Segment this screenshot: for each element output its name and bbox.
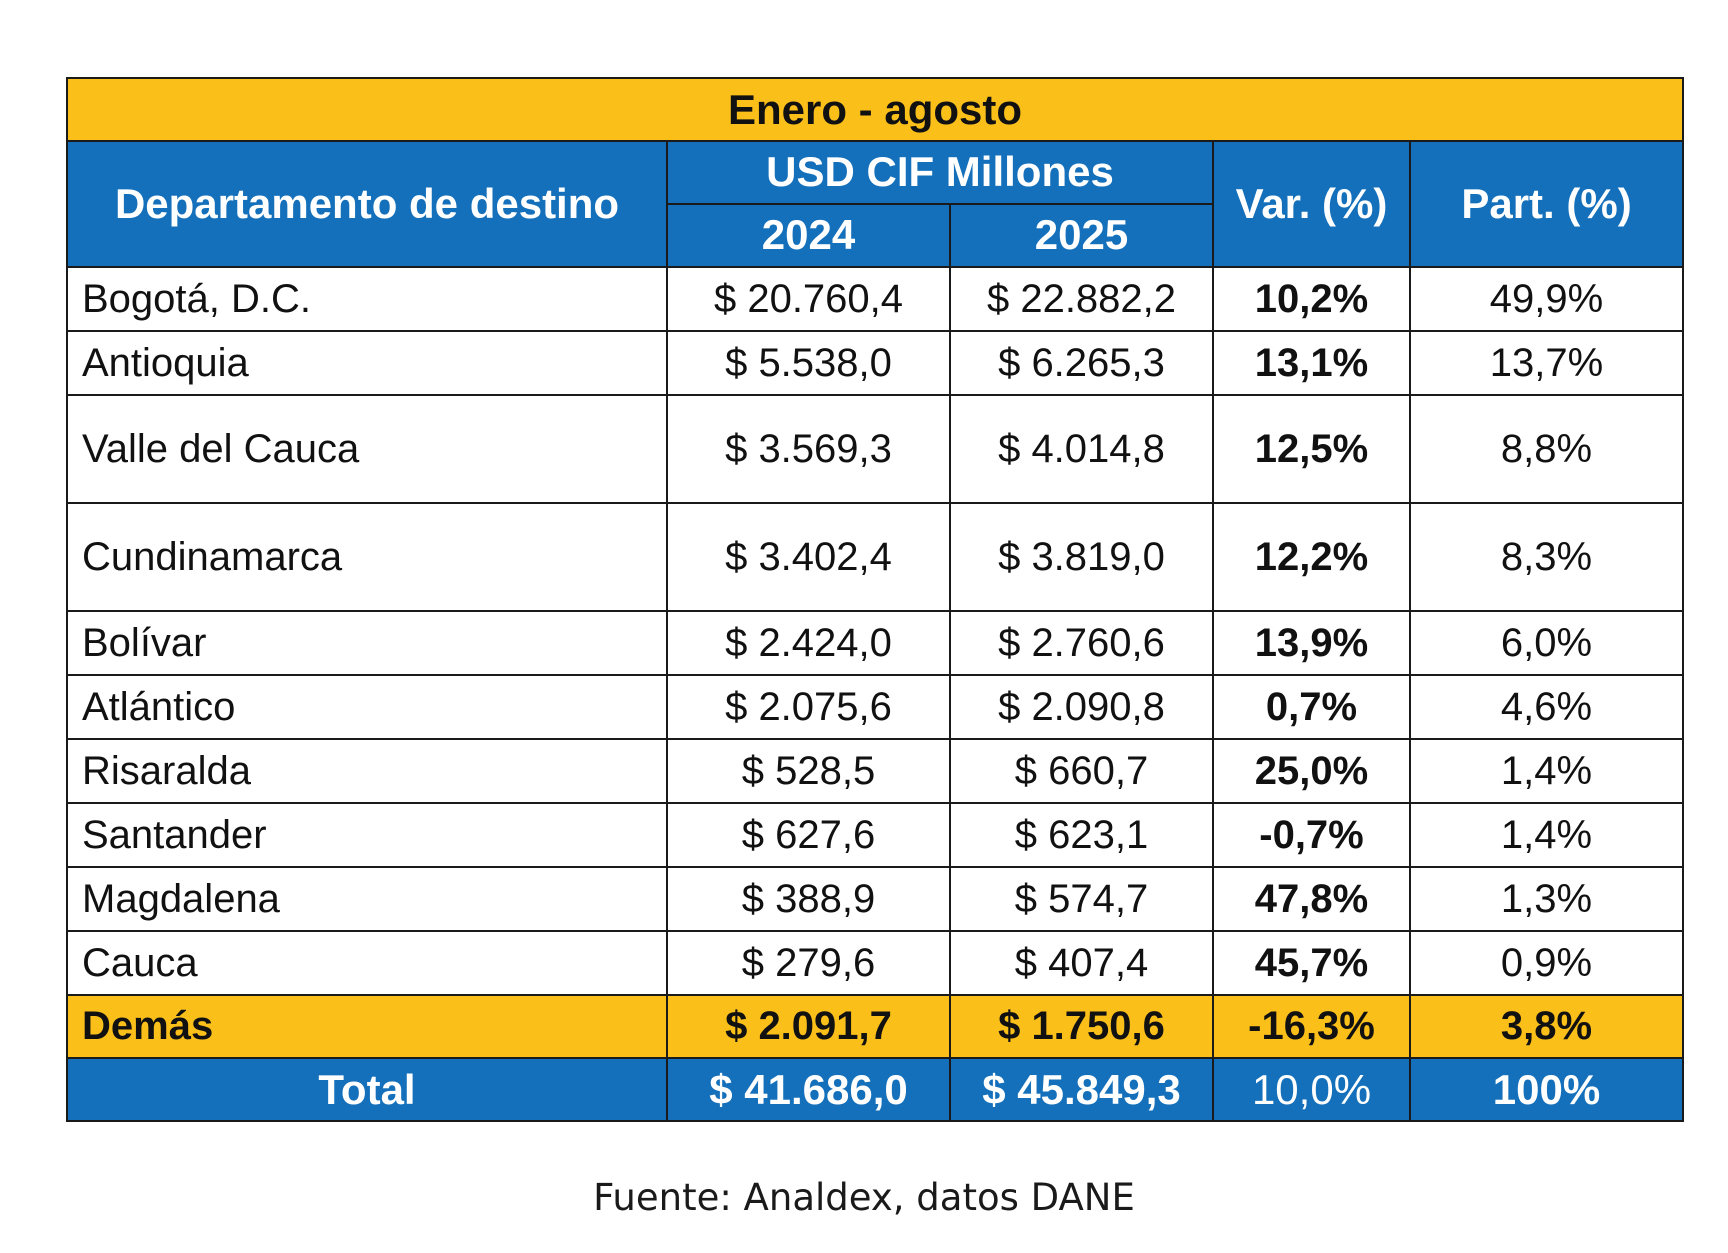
department-name: Valle del Cauca: [66, 394, 668, 504]
header-year-2025: 2025: [949, 203, 1214, 268]
department-name: Atlántico: [66, 674, 668, 740]
others-participation: 3,8%: [1408, 994, 1685, 1059]
table-row: Cauca $ 279,6 $ 407,4 45,7% 0,9%: [66, 930, 1685, 996]
value-2024: $ 528,5: [666, 738, 951, 804]
table-row: Santander $ 627,6 $ 623,1 -0,7% 1,4%: [66, 802, 1685, 868]
header-part: Part. (%): [1408, 140, 1685, 268]
value-2025: $ 623,1: [949, 802, 1214, 868]
department-name: Magdalena: [66, 866, 668, 932]
variation: 0,7%: [1212, 674, 1411, 740]
total-value-2025: $ 45.849,3: [949, 1057, 1214, 1122]
table-row: Bolívar $ 2.424,0 $ 2.760,6 13,9% 6,0%: [66, 610, 1685, 676]
department-name: Santander: [66, 802, 668, 868]
value-2024: $ 2.424,0: [666, 610, 951, 676]
participation: 0,9%: [1408, 930, 1685, 996]
table-row: Antioquia $ 5.538,0 $ 6.265,3 13,1% 13,7…: [66, 330, 1685, 396]
department-name: Bogotá, D.C.: [66, 266, 668, 332]
table-row: Magdalena $ 388,9 $ 574,7 47,8% 1,3%: [66, 866, 1685, 932]
header-department: Departamento de destino: [66, 140, 668, 268]
value-2025: $ 22.882,2: [949, 266, 1214, 332]
variation: 45,7%: [1212, 930, 1411, 996]
variation: 10,2%: [1212, 266, 1411, 332]
others-value-2024: $ 2.091,7: [666, 994, 951, 1059]
value-2024: $ 627,6: [666, 802, 951, 868]
participation: 13,7%: [1408, 330, 1685, 396]
value-2025: $ 574,7: [949, 866, 1214, 932]
table-row: Cundinamarca $ 3.402,4 $ 3.819,0 12,2% 8…: [66, 502, 1685, 612]
department-name: Cauca: [66, 930, 668, 996]
value-2025: $ 6.265,3: [949, 330, 1214, 396]
value-2024: $ 3.569,3: [666, 394, 951, 504]
value-2025: $ 4.014,8: [949, 394, 1214, 504]
value-2025: $ 2.760,6: [949, 610, 1214, 676]
table-body: Bogotá, D.C. $ 20.760,4 $ 22.882,2 10,2%…: [66, 266, 1685, 1122]
participation: 4,6%: [1408, 674, 1685, 740]
total-variation: 10,0%: [1212, 1057, 1411, 1122]
participation: 6,0%: [1408, 610, 1685, 676]
variation: 12,2%: [1212, 502, 1411, 612]
value-2024: $ 3.402,4: [666, 502, 951, 612]
header-row-2: 2024 2025: [67, 203, 1683, 268]
participation: 1,3%: [1408, 866, 1685, 932]
header-var: Var. (%): [1212, 140, 1411, 268]
header-year-2024: 2024: [666, 203, 951, 268]
value-2025: $ 407,4: [949, 930, 1214, 996]
table-title: Enero - agosto: [65, 77, 1685, 142]
value-2024: $ 5.538,0: [666, 330, 951, 396]
total-participation: 100%: [1408, 1057, 1685, 1122]
variation: 13,9%: [1212, 610, 1411, 676]
value-2025: $ 660,7: [949, 738, 1214, 804]
department-name: Antioquia: [66, 330, 668, 396]
department-name: Cundinamarca: [66, 502, 668, 612]
participation: 1,4%: [1408, 738, 1685, 804]
participation: 1,4%: [1408, 802, 1685, 868]
department-name: Bolívar: [66, 610, 668, 676]
value-2025: $ 2.090,8: [949, 674, 1214, 740]
participation: 8,8%: [1408, 394, 1685, 504]
header-row-1: Departamento de destino USD CIF Millones…: [66, 140, 1685, 268]
table-row: Bogotá, D.C. $ 20.760,4 $ 22.882,2 10,2%…: [66, 266, 1685, 332]
variation: 25,0%: [1212, 738, 1411, 804]
others-variation: -16,3%: [1212, 994, 1411, 1059]
variation: -0,7%: [1212, 802, 1411, 868]
total-row: Total $ 41.686,0 $ 45.849,3 10,0% 100%: [66, 1057, 1685, 1122]
participation: 8,3%: [1408, 502, 1685, 612]
participation: 49,9%: [1408, 266, 1685, 332]
value-2024: $ 2.075,6: [666, 674, 951, 740]
table-row: Atlántico $ 2.075,6 $ 2.090,8 0,7% 4,6%: [66, 674, 1685, 740]
total-label: Total: [66, 1057, 668, 1122]
header-usd-group: USD CIF Millones: [666, 140, 1214, 205]
others-row: Demás $ 2.091,7 $ 1.750,6 -16,3% 3,8%: [66, 994, 1685, 1059]
others-name: Demás: [66, 994, 668, 1059]
variation: 13,1%: [1212, 330, 1411, 396]
table-row: Risaralda $ 528,5 $ 660,7 25,0% 1,4%: [66, 738, 1685, 804]
table-row: Valle del Cauca $ 3.569,3 $ 4.014,8 12,5…: [66, 394, 1685, 504]
imports-by-department-table: Enero - agosto Departamento de destino U…: [65, 77, 1685, 1122]
variation: 47,8%: [1212, 866, 1411, 932]
others-value-2025: $ 1.750,6: [949, 994, 1214, 1059]
department-name: Risaralda: [66, 738, 668, 804]
total-value-2024: $ 41.686,0: [666, 1057, 951, 1122]
value-2024: $ 279,6: [666, 930, 951, 996]
value-2024: $ 388,9: [666, 866, 951, 932]
title-row: Enero - agosto: [65, 77, 1685, 142]
variation: 12,5%: [1212, 394, 1411, 504]
source-note: Fuente: Analdex, datos DANE: [593, 1176, 1135, 1219]
value-2025: $ 3.819,0: [949, 502, 1214, 612]
value-2024: $ 20.760,4: [666, 266, 951, 332]
